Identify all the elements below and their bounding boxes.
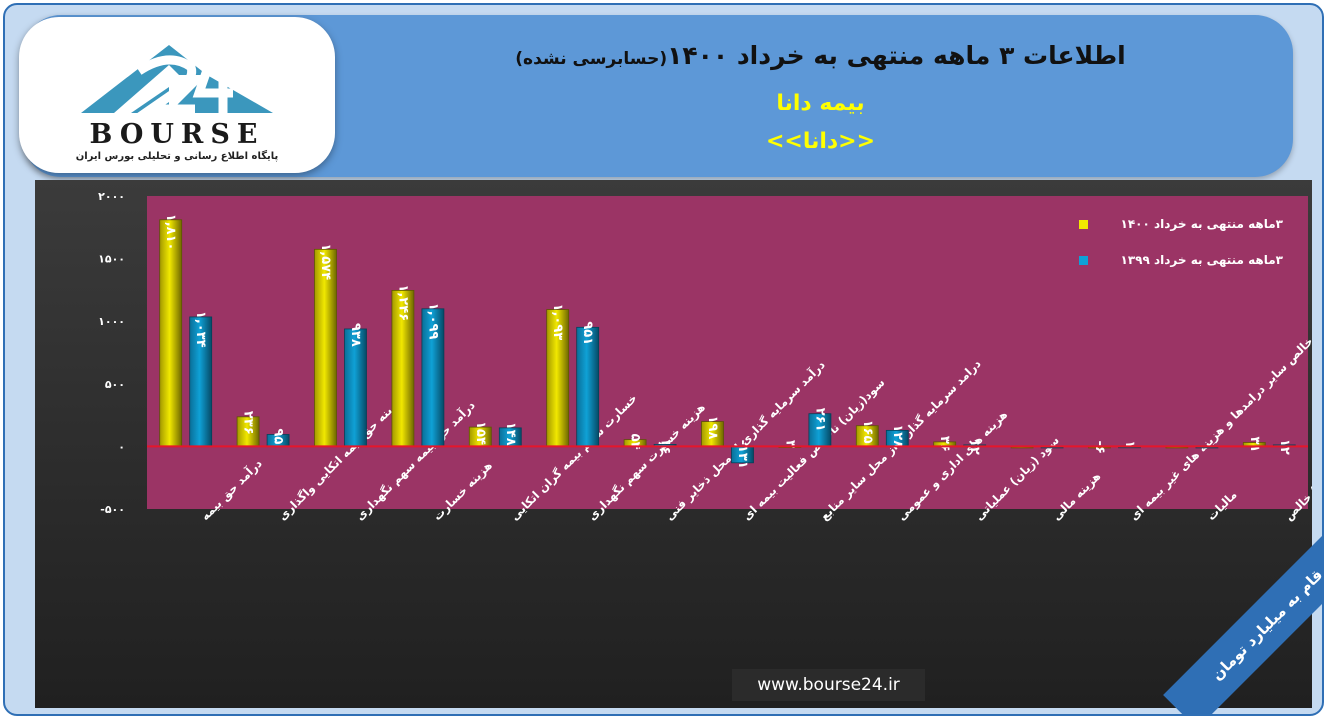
data-label: ۹۳۸ [348, 323, 363, 347]
website-link[interactable]: www.bourse24.ir [732, 669, 925, 701]
data-label: ۱۴۸ [503, 422, 518, 446]
y-tick-label: ۱۰۰۰ [98, 315, 125, 328]
page-title: اطلاعات ۳ ماهه منتهی به خرداد ۱۴۰۰(حسابر… [353, 41, 1288, 70]
data-label: ۱,۰۹۹ [425, 303, 440, 340]
data-label: ۱,۵۷۴ [318, 243, 333, 280]
data-label: ۳۱ [1247, 437, 1262, 453]
y-tick-label: ۱۵۰۰ [98, 253, 125, 266]
data-label: ۱۶۵ [860, 420, 875, 444]
legend-swatch-1399 [1079, 256, 1088, 265]
company-symbol: <<دانا>> [765, 129, 876, 154]
data-label: ۲۳۶ [241, 411, 256, 435]
bar-1400 [159, 219, 183, 447]
data-label: ۱ [1122, 440, 1137, 448]
unit-note: ارقام به میلیارد تومان [1163, 511, 1322, 714]
data-label: ۳۶ [937, 436, 952, 452]
page-frame: اطلاعات ۳ ماهه منتهی به خرداد ۱۴۰۰(حسابر… [3, 3, 1324, 716]
bar-1399 [576, 326, 600, 447]
logo-mark-icon [81, 45, 273, 114]
y-tick-label: ۰ [118, 440, 125, 453]
company-name: بیمه دانا [776, 91, 865, 116]
data-label: ۲۶۱ [812, 408, 827, 432]
data-label: ۳ [782, 440, 797, 448]
data-label: ۱,۰۹۳ [550, 304, 565, 341]
title-sub: (حسابرسی نشده) [515, 49, 668, 69]
bourse24-logo: BOURSE پایگاه اطلاع رسانی و تحلیلی بورس … [19, 17, 335, 173]
legend-entry: ۳ماهه منتهی به خرداد ۱۴۰۰ [1121, 217, 1284, 231]
unit-ribbon: ارقام به میلیارد تومان [1112, 504, 1322, 714]
legend-entry: ۳ماهه منتهی به خرداد ۱۳۹۹ [1121, 253, 1284, 267]
y-tick-label: ۵۰۰ [105, 378, 125, 391]
data-label: -۱۳۱ [735, 440, 750, 469]
legend-swatch-1400 [1079, 220, 1088, 229]
title-main: اطلاعات ۳ ماهه منتهی به خرداد ۱۴۰۰ [667, 41, 1126, 70]
chart-panel: ۲۰۰۰ ۱۵۰۰ ۱۰۰۰ ۵۰۰ ۰ -۵۰۰ ۱,۸۱۰ ۱,۰۳۴ درآمد حق ب… [35, 180, 1312, 708]
logo-wordmark: BOURSE [89, 119, 265, 150]
y-tick-label: ۲۰۰۰ [98, 190, 125, 203]
data-label: ۱,۲۴۶ [395, 284, 410, 321]
data-label: ۱,۰۳۴ [193, 311, 208, 348]
data-label: ۱۵۴ [473, 421, 488, 445]
data-label: ۱۲۸ [890, 424, 905, 448]
data-label: ۹۵۱ [580, 321, 595, 345]
data-label: ۱۹۸ [705, 416, 720, 440]
logo-tagline: پایگاه اطلاع رسانی و تحلیلی بورس ایران [75, 151, 279, 162]
y-tick-label: -۵۰۰ [100, 503, 125, 516]
data-label: ۹۵ [271, 429, 286, 445]
plot-area [147, 196, 1308, 509]
data-label: ۱,۸۱۰ [163, 214, 178, 251]
